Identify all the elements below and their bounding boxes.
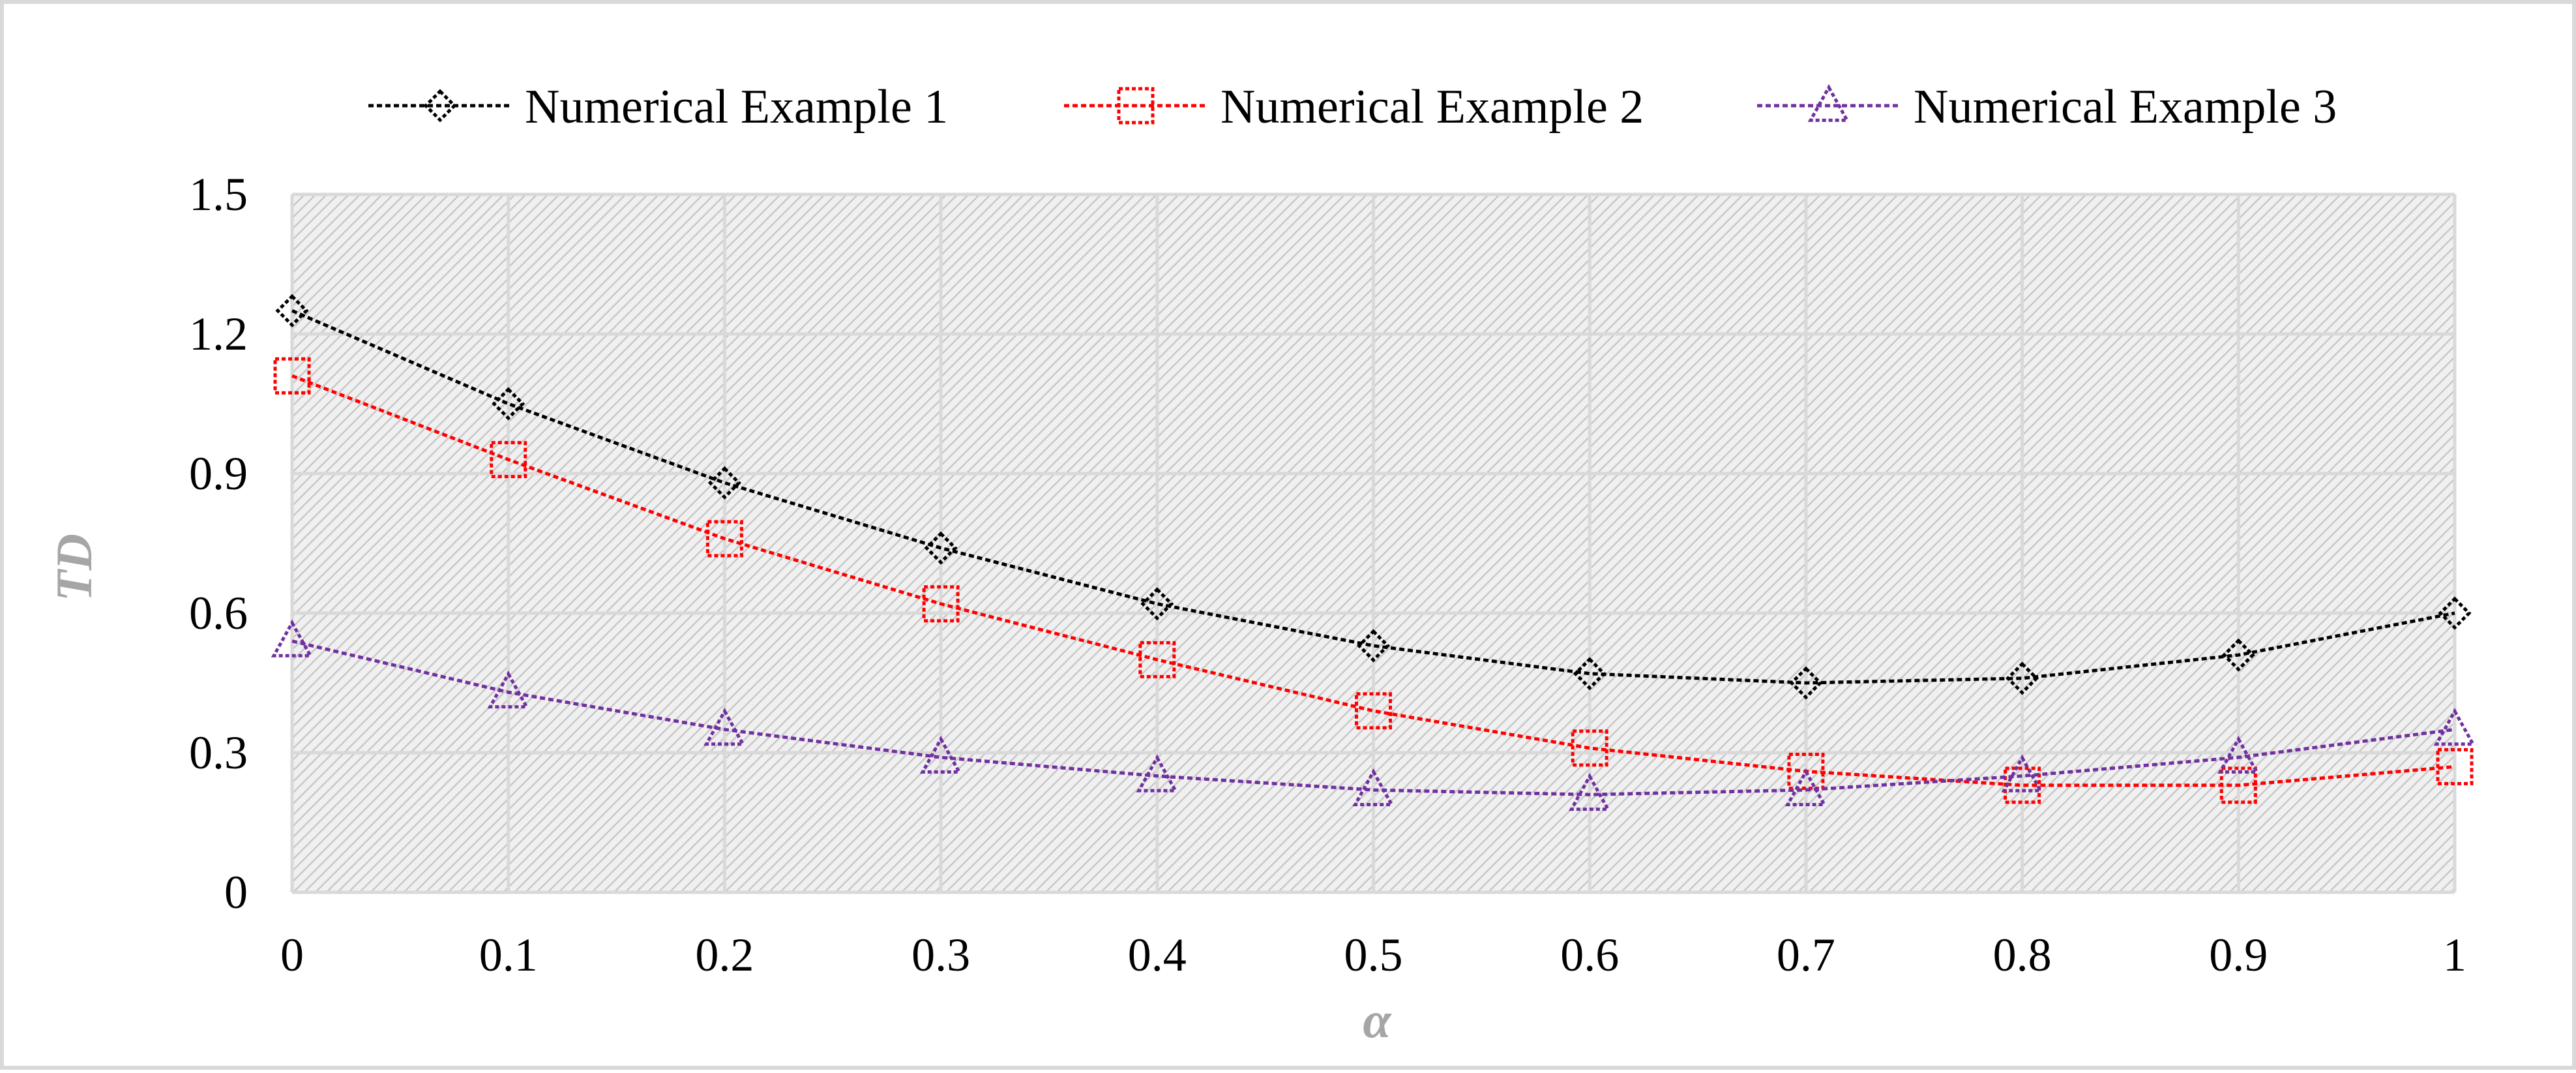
legend-marker-2 — [1117, 87, 1155, 125]
series-1-point — [924, 531, 958, 565]
x-tick-label: 0.5 — [1344, 929, 1403, 981]
series-1-point — [492, 387, 526, 421]
series-2-point — [922, 585, 960, 623]
series-1-point — [1356, 629, 1391, 663]
series-1-point — [1789, 666, 1823, 700]
x-tick-label: 0.3 — [911, 929, 970, 981]
series-3-point — [703, 708, 746, 746]
series-2-point — [490, 441, 527, 479]
x-tick-label: 0.7 — [1777, 929, 1835, 981]
legend-marker-1 — [423, 89, 457, 123]
series-line-3 — [291, 639, 2455, 796]
series-1-point — [707, 466, 741, 500]
series-2-point — [1138, 641, 1176, 678]
y-tick-label: 0.3 — [189, 727, 248, 779]
x-tick-label: 0.2 — [695, 929, 754, 981]
legend-label-1: Numerical Example 1 — [525, 80, 948, 134]
series-1-point — [1573, 657, 1606, 691]
series-3-point — [2217, 735, 2260, 774]
series-1-point — [2438, 596, 2472, 630]
series-3-point — [2001, 754, 2043, 793]
series-3-point — [271, 619, 314, 657]
y-axis-title: TD — [46, 534, 102, 601]
series-3-point — [919, 735, 962, 774]
x-tick-label: 1 — [2443, 929, 2466, 981]
legend-marker-3 — [1807, 83, 1850, 122]
series-3-point — [487, 671, 529, 709]
series-1-point — [2221, 638, 2255, 672]
series-2-point — [1355, 692, 1392, 730]
series-1-point — [2006, 661, 2039, 695]
series-3-point — [2433, 708, 2476, 746]
x-tick-label: 0.8 — [1993, 929, 2052, 981]
x-tick-label: 0.6 — [1560, 929, 1619, 981]
series-line-1 — [291, 309, 2455, 685]
y-tick-label: 1.2 — [189, 308, 248, 360]
series-3-point — [1568, 773, 1611, 811]
y-tick-label: 0.6 — [189, 587, 248, 639]
x-axis-title: α — [1363, 991, 1392, 1048]
legend-label-3: Numerical Example 3 — [1914, 80, 2337, 134]
series-3-point — [1352, 768, 1395, 806]
series-1-point — [275, 294, 309, 327]
y-tick-label: 1.5 — [189, 168, 248, 220]
series-2-point — [1571, 729, 1608, 767]
x-tick-label: 0 — [280, 929, 304, 981]
series-2-point — [1787, 753, 1825, 791]
x-tick-label: 0.4 — [1128, 929, 1187, 981]
y-tick-label: 0.9 — [189, 447, 248, 500]
series-3-point — [1784, 768, 1828, 806]
series-2-point — [273, 357, 311, 395]
series-line-2 — [291, 374, 2455, 787]
y-tick-label: 0 — [224, 866, 248, 918]
legend-label-2: Numerical Example 2 — [1221, 80, 1644, 134]
series-3-point — [1136, 754, 1179, 793]
series-2-point — [2436, 748, 2474, 785]
series-2-point — [705, 520, 743, 558]
x-tick-label: 0.1 — [479, 929, 538, 981]
series-1-point — [1140, 587, 1174, 621]
series-2-point — [2219, 766, 2257, 804]
x-tick-label: 0.9 — [2209, 929, 2268, 981]
